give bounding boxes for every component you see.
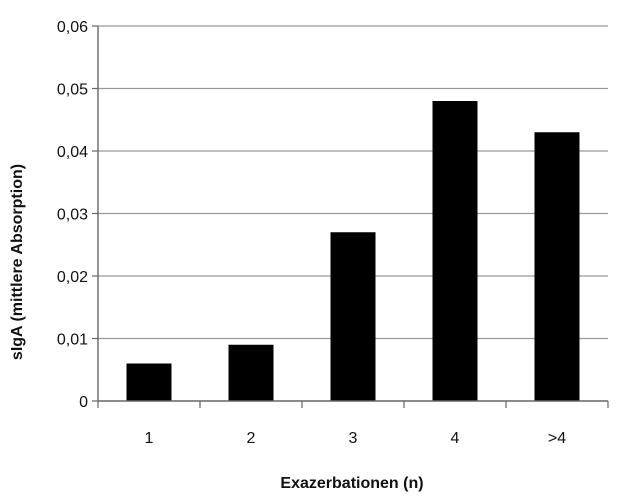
x-tick-labels: 1 2 3 4 >4 (145, 430, 567, 447)
y-tick-label: 0,02 (57, 269, 88, 286)
y-tick-label: 0,06 (57, 19, 88, 36)
x-tick-label: 1 (145, 430, 154, 447)
y-tick-label: 0,03 (57, 207, 88, 224)
x-tick-label: 3 (349, 430, 358, 447)
y-tick-label: 0,01 (57, 332, 88, 349)
axes (92, 25, 609, 408)
y-tick-label: 0,04 (57, 144, 88, 161)
y-tick-labels: 0 0,01 0,02 0,03 0,04 0,05 0,06 (57, 19, 88, 411)
y-tick-label: 0 (79, 394, 88, 411)
x-tick-label: 2 (247, 430, 256, 447)
y-tick-label: 0,05 (57, 82, 88, 99)
bar (534, 132, 580, 401)
x-tick-label: 4 (451, 430, 460, 447)
bar (330, 232, 376, 401)
y-axis-title: sIgA (mittlere Absorption) (9, 164, 26, 360)
x-tick-label: >4 (548, 430, 566, 447)
bar (432, 101, 478, 401)
bar (126, 363, 172, 401)
x-axis-title: Exazerbationen (n) (280, 475, 423, 492)
bar (228, 344, 274, 401)
grid-lines (98, 25, 608, 340)
bars (126, 101, 580, 401)
